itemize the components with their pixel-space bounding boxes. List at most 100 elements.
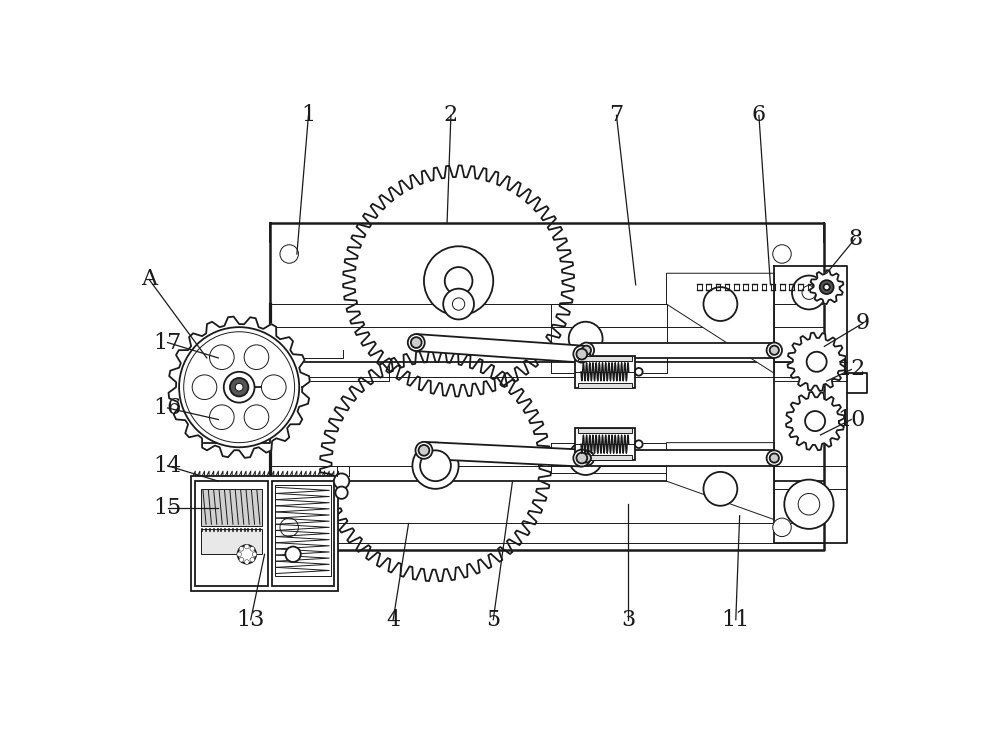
Text: 16: 16 [153, 397, 182, 419]
Bar [272, 481, 334, 586]
Circle shape [770, 453, 779, 463]
Circle shape [582, 453, 591, 463]
Circle shape [424, 246, 493, 315]
Circle shape [419, 445, 429, 455]
Bar [575, 428, 635, 461]
Circle shape [192, 375, 217, 399]
Circle shape [184, 332, 295, 443]
Circle shape [412, 443, 459, 489]
Circle shape [245, 545, 249, 549]
Circle shape [582, 346, 591, 354]
Circle shape [280, 245, 298, 263]
Text: 6: 6 [752, 105, 766, 126]
Bar [275, 485, 331, 576]
Circle shape [820, 280, 834, 294]
Circle shape [635, 440, 643, 448]
Text: 3: 3 [621, 609, 635, 631]
Circle shape [770, 346, 779, 354]
Polygon shape [320, 350, 551, 581]
Circle shape [773, 245, 791, 263]
Text: 9: 9 [856, 312, 870, 335]
Text: 8: 8 [848, 228, 862, 250]
Circle shape [579, 343, 594, 358]
Circle shape [252, 552, 257, 556]
Polygon shape [586, 450, 774, 466]
Circle shape [415, 442, 432, 459]
Circle shape [239, 557, 244, 562]
Circle shape [576, 349, 587, 360]
Polygon shape [343, 165, 574, 397]
Circle shape [244, 345, 269, 369]
Circle shape [767, 343, 782, 358]
Circle shape [824, 284, 830, 290]
Bar [578, 356, 632, 361]
Circle shape [569, 322, 603, 356]
Circle shape [210, 345, 234, 369]
Text: A: A [141, 268, 157, 290]
Circle shape [807, 352, 827, 371]
Circle shape [245, 559, 249, 565]
Circle shape [767, 450, 782, 466]
Polygon shape [786, 392, 844, 450]
Polygon shape [169, 317, 310, 458]
Circle shape [250, 557, 255, 562]
Circle shape [230, 378, 248, 397]
Circle shape [334, 473, 349, 489]
Circle shape [420, 450, 451, 481]
Bar [578, 428, 632, 433]
Circle shape [280, 518, 298, 537]
Circle shape [239, 547, 244, 551]
Text: 17: 17 [153, 332, 182, 354]
Text: 12: 12 [837, 358, 865, 380]
Circle shape [238, 545, 256, 564]
Polygon shape [586, 343, 774, 358]
Bar [201, 489, 262, 525]
Text: 2: 2 [444, 105, 458, 126]
Polygon shape [788, 332, 846, 391]
Circle shape [261, 375, 286, 399]
Circle shape [573, 346, 590, 363]
Polygon shape [666, 443, 774, 520]
Circle shape [411, 337, 422, 348]
Text: 1: 1 [301, 105, 316, 126]
Bar [575, 356, 635, 388]
Polygon shape [810, 270, 843, 304]
Circle shape [408, 334, 425, 351]
Circle shape [224, 371, 255, 402]
Circle shape [773, 518, 791, 537]
Circle shape [452, 298, 465, 310]
Circle shape [335, 486, 348, 499]
Polygon shape [666, 273, 774, 374]
Text: 10: 10 [837, 408, 865, 430]
Circle shape [285, 547, 301, 562]
Circle shape [426, 456, 445, 475]
Circle shape [210, 405, 234, 430]
Circle shape [237, 552, 241, 556]
Circle shape [784, 480, 834, 529]
Circle shape [576, 453, 587, 464]
Circle shape [179, 327, 299, 447]
Polygon shape [424, 442, 582, 467]
Circle shape [703, 472, 737, 506]
Circle shape [635, 368, 643, 376]
Text: 5: 5 [486, 609, 500, 631]
Bar [578, 383, 632, 388]
Text: 4: 4 [386, 609, 400, 631]
Circle shape [445, 267, 472, 295]
Circle shape [802, 285, 816, 299]
Bar [191, 476, 338, 591]
Circle shape [579, 450, 594, 466]
Circle shape [703, 287, 737, 321]
Circle shape [569, 441, 603, 475]
Text: 13: 13 [237, 609, 265, 631]
Text: 15: 15 [153, 497, 182, 519]
Bar [195, 481, 268, 586]
Circle shape [805, 411, 825, 431]
Text: 7: 7 [609, 105, 624, 126]
Circle shape [443, 289, 474, 319]
Text: 11: 11 [722, 609, 750, 631]
Text: 14: 14 [153, 455, 182, 477]
Circle shape [798, 494, 820, 515]
Circle shape [573, 450, 590, 467]
Bar [578, 455, 632, 461]
